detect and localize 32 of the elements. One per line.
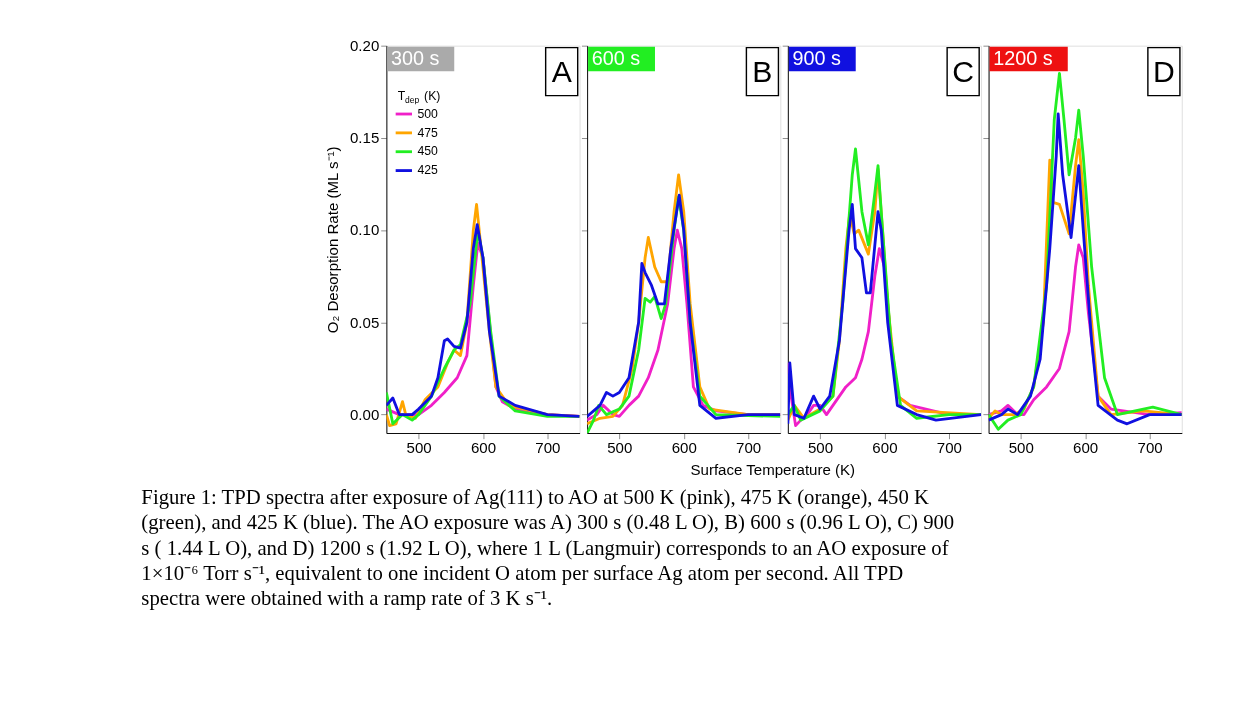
annotation: 300 s (391, 46, 440, 69)
y-tick-label: 0.15 (350, 129, 380, 147)
legend-label: 500 (417, 106, 439, 121)
y-tick-label: 0.20 (350, 36, 380, 54)
x-tick-label: 700 (1137, 439, 1163, 457)
x-tick-label: 600 (470, 439, 497, 457)
annotation: A (551, 55, 573, 89)
legend-label: 450 (417, 144, 439, 159)
x-tick-label: 500 (807, 439, 834, 457)
y-tick-label: 0.05 (350, 313, 380, 331)
y-tick-label: 0.00 (350, 405, 380, 423)
x-tick-label: 600 (872, 439, 898, 457)
legend-label: 475 (417, 125, 439, 140)
legend-label: 425 (417, 163, 439, 178)
x-tick-label: 600 (671, 439, 697, 457)
annotation: D (1153, 55, 1175, 89)
annotation: 1200 s (993, 46, 1053, 69)
y-tick-label: 0.10 (350, 221, 380, 239)
text: Surface Temperature (K) (690, 460, 856, 478)
caption: Figure 1: TPD spectra after exposure of Ag(111) to AO at 500 K (pink), 475 K (orange), 450 K (green), and 425 K (blue). The AO exposure was A) 300 s (0.48 L O), B) 600 s (0.96 L O), C) 900 s ( 1.44 L O), and D) 1200 s (1.92 L O), where 1 L (Langmuir) corresponds to an AO exposure of 1×10⁻⁶ Torr s⁻¹, equivalent to one incident O atom per surface Ag atom per second. All TPD spectra were obtained with a ramp rate of 3 K s⁻¹. (141, 485, 955, 611)
annotation: C (952, 55, 975, 89)
x-tick-label: 500 (1008, 439, 1034, 457)
annotation: 600 s (591, 46, 641, 69)
x-tick-label: 500 (406, 439, 432, 457)
x-tick-label: 700 (535, 439, 561, 457)
x-tick-label: 600 (1073, 439, 1099, 457)
x-tick-label: 700 (736, 439, 762, 457)
x-tick-label: 700 (936, 439, 962, 457)
x-tick-label: 500 (607, 439, 633, 457)
annotation: B (752, 55, 773, 89)
annotation: 900 s (792, 46, 842, 69)
y-axis-title: O₂ Desorption Rate (ML s⁻¹) (323, 146, 341, 334)
